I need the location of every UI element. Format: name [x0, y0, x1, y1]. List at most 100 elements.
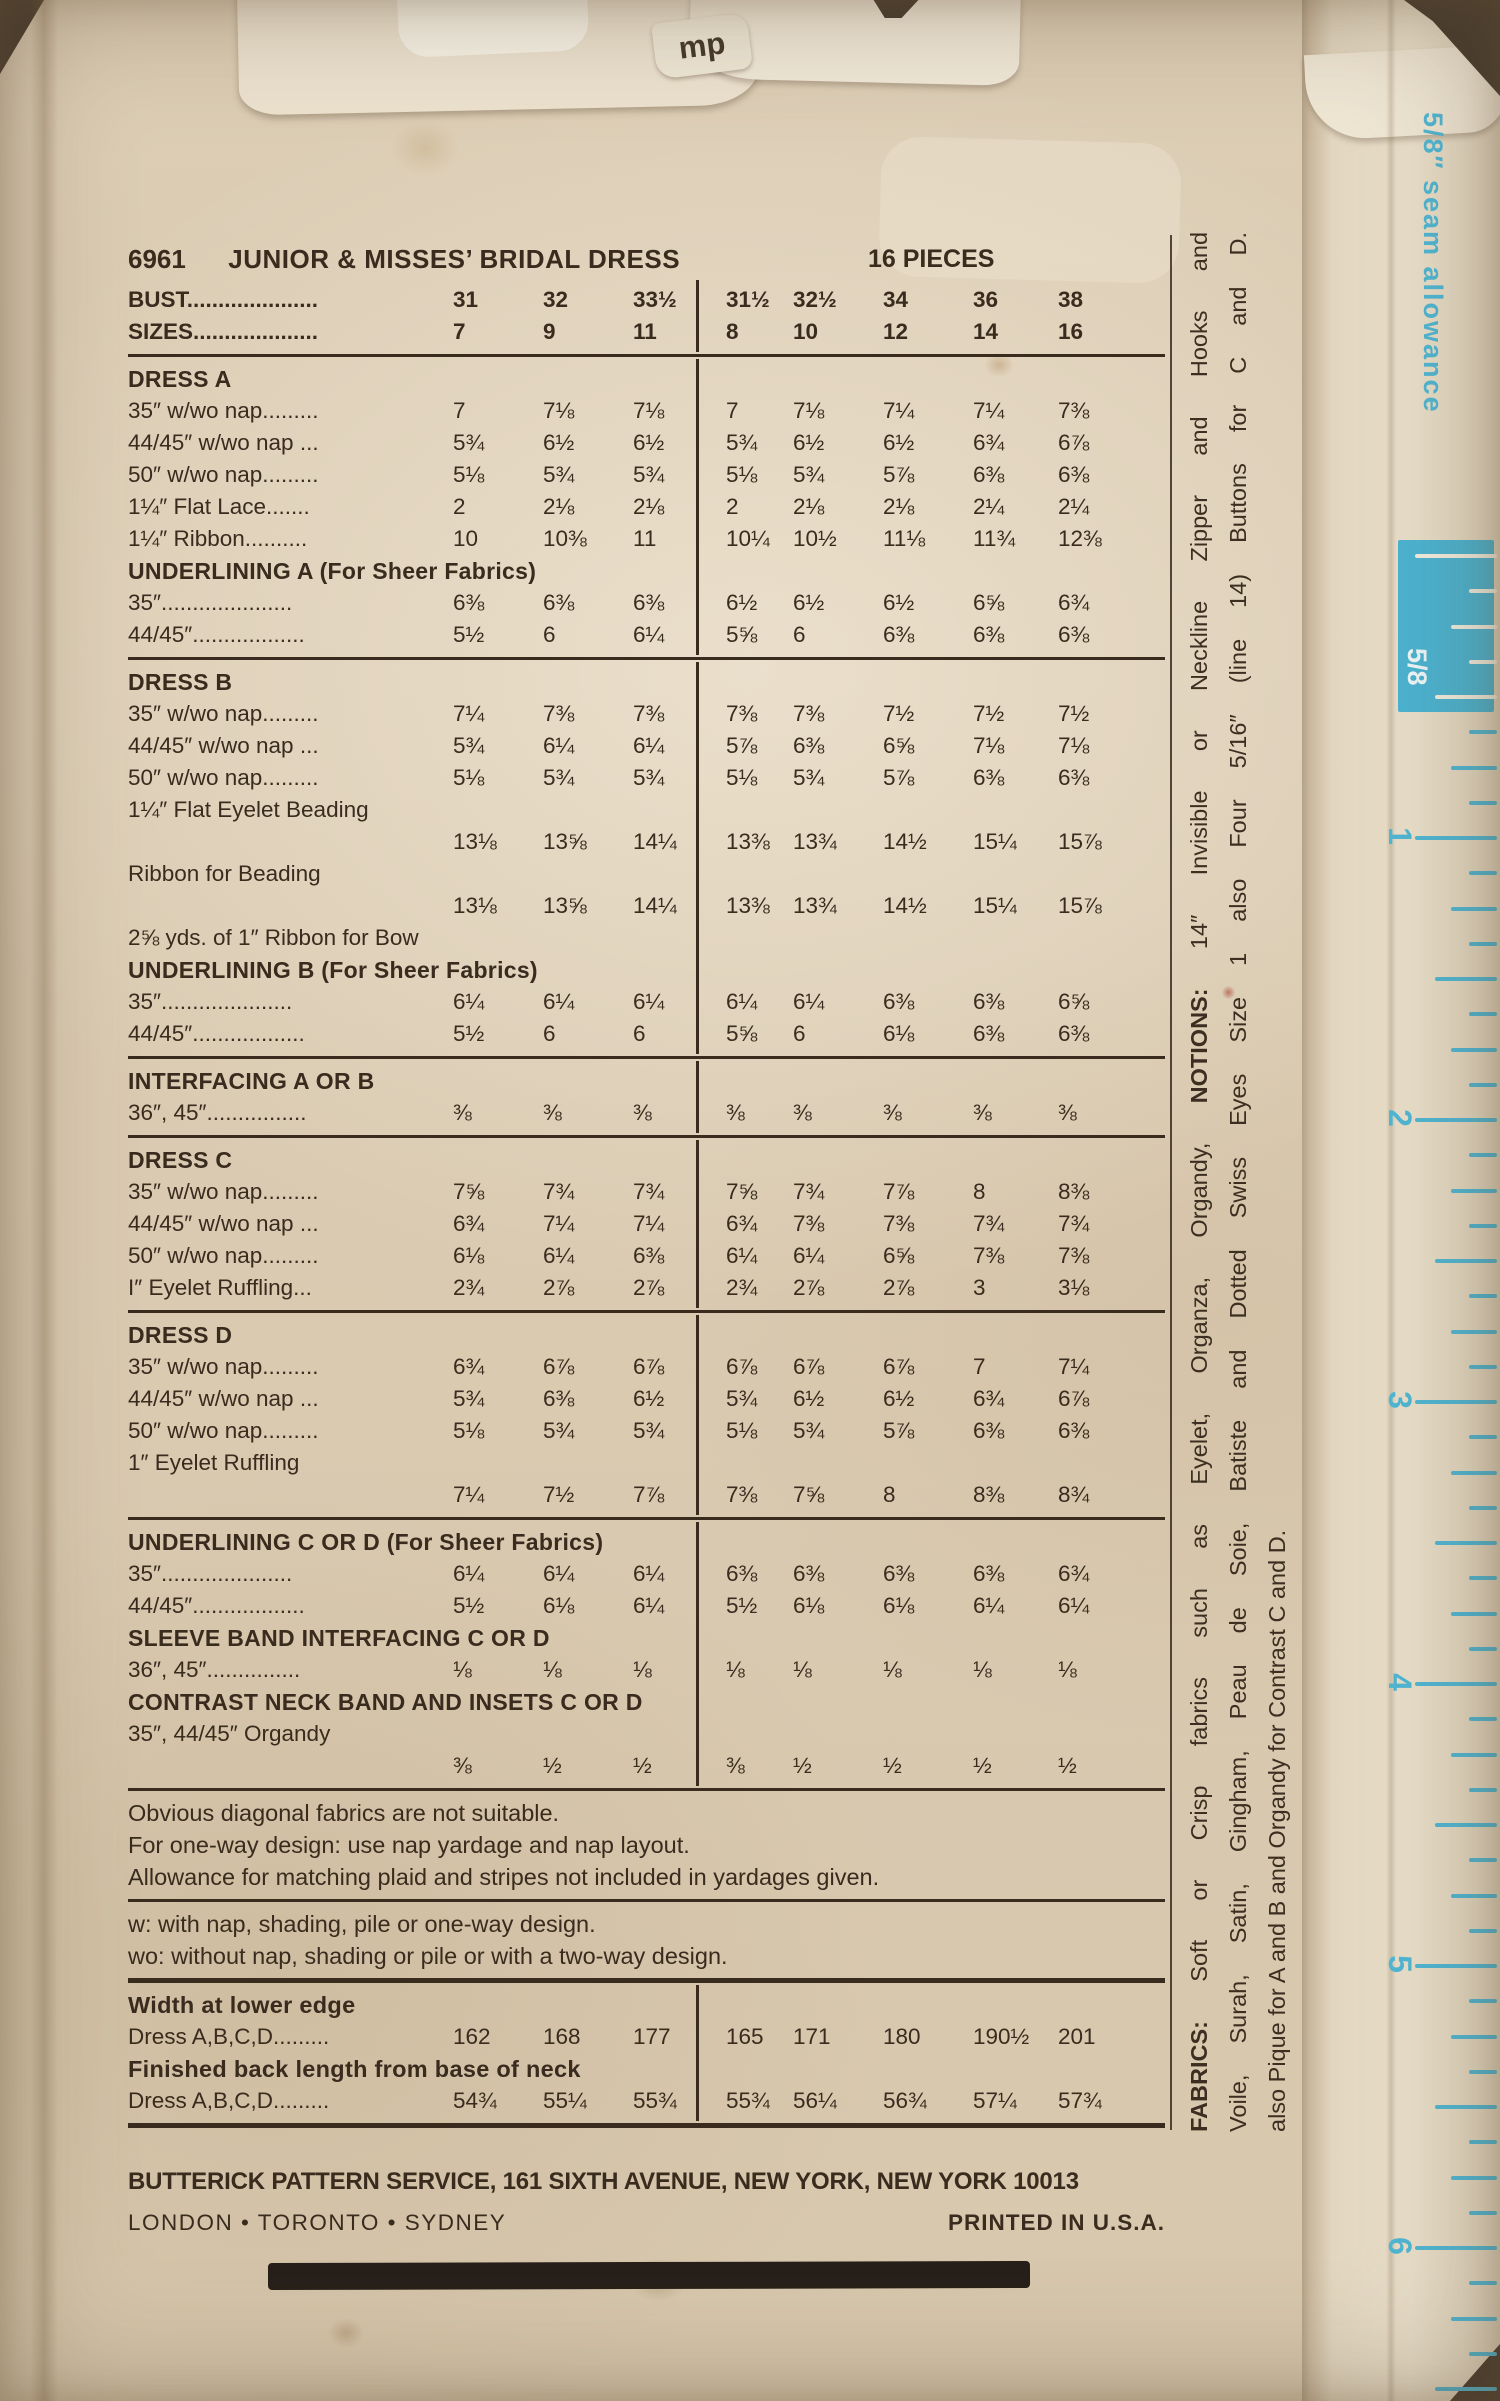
- ruler-tick: [1469, 659, 1497, 664]
- yardage-value: 9: [543, 319, 556, 344]
- row-label: [128, 1479, 453, 1511]
- row-label: 50″ w/wo nap.........: [128, 765, 319, 790]
- yardage-value: 12: [883, 319, 909, 344]
- yardage-value: 2: [453, 494, 466, 519]
- row-label: [128, 1750, 453, 1782]
- yardage-value: 14½: [883, 829, 927, 854]
- ruler-tick: [1469, 1012, 1497, 1017]
- note-line: wo: without nap, shading or pile or with…: [128, 1943, 728, 1969]
- table-row: 35″ w/wo nap......... 7⅝ 7¾ 7¾ 7⅝ 7¾ 7⅞ 8 8⅜: [128, 1176, 1165, 1208]
- ruler-tick: [1469, 1223, 1497, 1228]
- yardage-value: 5¾: [453, 1386, 485, 1411]
- yardage-value: 7½: [883, 701, 915, 726]
- yardage-value: 13¾: [793, 829, 837, 854]
- yardage-value: 7⅜: [633, 701, 665, 726]
- column-divider: [696, 1315, 699, 1515]
- yardage-value: 11¾: [973, 526, 1016, 551]
- ruler-tick: [1451, 1893, 1497, 1898]
- yardage-value: 6¼: [793, 989, 825, 1014]
- margin-text-line: also Pique for A and B and Organdy for C…: [1258, 232, 1297, 2132]
- footer-row: LONDON • TORONTO • SYDNEY PRINTED IN U.S…: [128, 2210, 1165, 2236]
- yardage-value: 38: [1058, 287, 1084, 312]
- row-label: 35″ w/wo nap.........: [128, 1179, 319, 1204]
- yardage-value: 6½: [883, 430, 915, 455]
- ruler-tick: [1451, 1047, 1497, 1052]
- table-row: 35″..................... 6⅜ 6⅜ 6⅜ 6½ 6½ 6½ 6⅝ 6¾: [128, 587, 1165, 619]
- table-row: 50″ w/wo nap......... 5⅛ 5¾ 5¾ 5⅛ 5¾ 5⅞ 6⅜ 6⅜: [128, 459, 1165, 491]
- yardage-value: 2⅞: [793, 1275, 825, 1300]
- yardage-value: 6¼: [793, 1243, 825, 1268]
- yardage-value: 6: [543, 622, 556, 647]
- yardage-value: 2⅛: [793, 494, 825, 519]
- yardage-value: ⅜: [726, 1100, 745, 1125]
- ruler-number: 3: [1382, 1391, 1418, 1409]
- row-label: 50″ w/wo nap.........: [128, 462, 319, 487]
- table-section: BUST..................... 31 32 33½ 31½ 32½ 34…: [128, 280, 1165, 352]
- yardage-value: 14: [973, 319, 999, 344]
- flap-crease: [1386, 0, 1396, 2401]
- yardage-value: 6½: [793, 1386, 825, 1411]
- section-heading: SLEEVE BAND INTERFACING C OR D: [128, 1625, 550, 1651]
- ruler-tick: [1469, 800, 1497, 805]
- ruler-tick: [1469, 2069, 1497, 2074]
- torn-scrap: mp: [650, 12, 754, 80]
- ruler-tick: [1469, 1294, 1497, 1299]
- bottom-ink-bar: [267, 2261, 1031, 2290]
- yardage-value: 7¼: [453, 701, 485, 726]
- divider-rule: [128, 2123, 1165, 2128]
- yardage-value: 8⅜: [1058, 1179, 1090, 1204]
- column-divider: [696, 1522, 699, 1786]
- table-row: 1¼″ Ribbon.......... 10 10⅜ 11 10¼ 10½ 11⅛ 11¾ 1…: [128, 523, 1165, 555]
- seam-marker-label: 5/8: [1402, 648, 1432, 686]
- section-heading: DRESS A: [128, 366, 232, 392]
- ruler-tick: [1469, 1082, 1497, 1087]
- column-divider: [696, 1985, 699, 2121]
- yardage-value: ⅛: [973, 1657, 992, 1682]
- yardage-value: 5⅞: [883, 462, 915, 487]
- yardage-value: 2⅛: [543, 494, 575, 519]
- table-row: I″ Eyelet Ruffling... 2¾ 2⅞ 2⅞ 2¾ 2⅞ 2⅞ 3 3⅛: [128, 1272, 1165, 1304]
- table-row: 44/45″.................. 5½ 6⅛ 6¼ 5½ 6⅛ 6⅛ 6¼ 6¼: [128, 1590, 1165, 1622]
- yardage-value: 6¼: [633, 989, 665, 1014]
- table-section: INTERFACING A OR B 36″, 45″..............…: [128, 1061, 1165, 1133]
- table-row: 50″ w/wo nap......... 6⅛ 6¼ 6⅜ 6¼ 6¼ 6⅝ 7⅜ 7⅜: [128, 1240, 1165, 1272]
- column-divider: [696, 662, 699, 1054]
- yardage-value: 11⅛: [883, 526, 926, 551]
- ruler-tick: [1435, 977, 1497, 981]
- yardage-value: 7⅜: [793, 1211, 825, 1236]
- section-heading: DRESS D: [128, 1322, 233, 1348]
- yardage-value: 2⅛: [883, 494, 915, 519]
- row-label: Dress A,B,C,D.........: [128, 2024, 330, 2049]
- margin-keyword: FABRICS:: [1186, 2021, 1212, 2132]
- yardage-value: 2⅞: [883, 1275, 915, 1300]
- yardage-value: 7⅛: [543, 398, 575, 423]
- yardage-value: 6⅜: [1058, 765, 1090, 790]
- ruler-tick: [1415, 554, 1497, 558]
- yardage-value: 6⅝: [973, 590, 1005, 615]
- ruler-tick: [1469, 1153, 1497, 1158]
- row-label: 44/45″ w/wo nap ...: [128, 1386, 319, 1411]
- yardage-value: 14¼: [633, 829, 677, 854]
- row-label: 35″ w/wo nap.........: [128, 398, 319, 423]
- yardage-value: 7⅛: [793, 398, 825, 423]
- footer-address: BUTTERICK PATTERN SERVICE, 161 SIXTH AVE…: [128, 2168, 1079, 2195]
- row-label: 35″.....................: [128, 989, 293, 1014]
- section-heading: UNDERLINING C OR D (For Sheer Fabrics): [128, 1529, 604, 1555]
- paper-stain: [1222, 986, 1235, 999]
- yardage-value: 5¾: [793, 1418, 825, 1443]
- yardage-value: 6⅛: [883, 1021, 915, 1046]
- yardage-value: 7⅞: [633, 1482, 665, 1507]
- yardage-value: 6⅜: [1058, 462, 1090, 487]
- yardage-value: ⅛: [453, 1657, 472, 1682]
- margin-text-line: Voile, Surah, Satin, Gingham, Peau de So…: [1219, 232, 1258, 2132]
- yardage-value: 8: [883, 1482, 896, 1507]
- margin-text: also Pique for A and B and Organdy for C…: [1264, 1529, 1290, 2132]
- divider-rule: [128, 1517, 1165, 1520]
- note-line: w: with nap, shading, pile or one-way de…: [128, 1911, 596, 1937]
- paper-stain: [390, 120, 460, 176]
- divider-rule: [128, 1056, 1165, 1059]
- divider-rule: [128, 1978, 1165, 1983]
- divider-rule: [128, 1135, 1165, 1138]
- yardage-value: 6¼: [453, 989, 485, 1014]
